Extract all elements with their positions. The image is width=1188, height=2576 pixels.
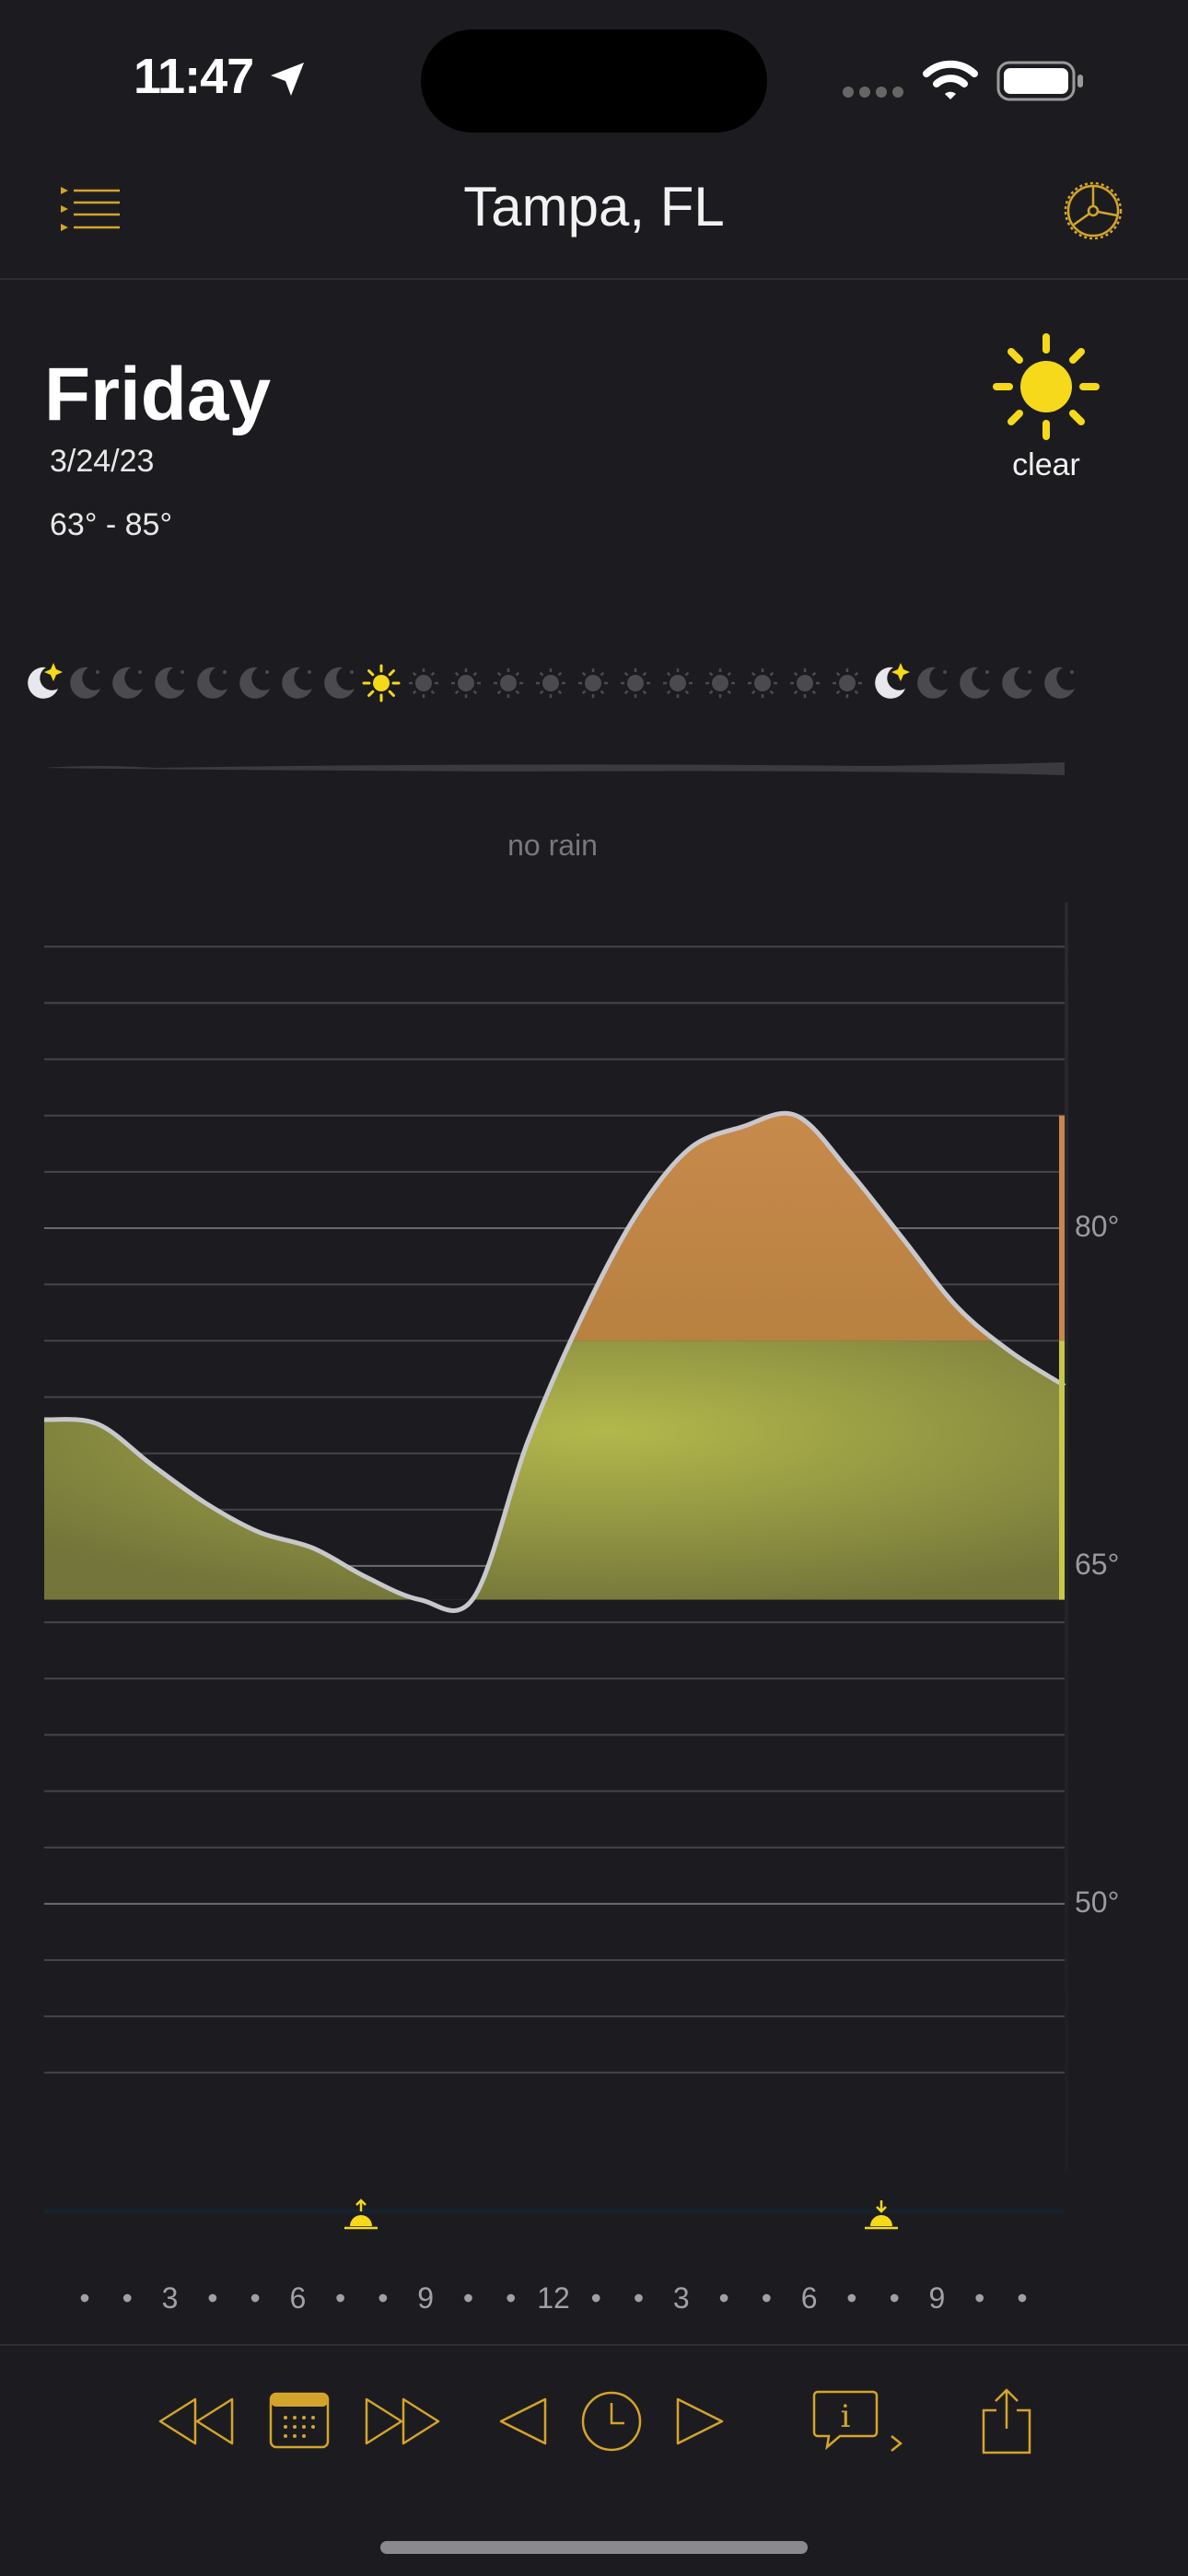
y-tick-label: 65° (1075, 1547, 1120, 1581)
x-tick-label: • (633, 2281, 645, 2315)
x-tick-label: • (718, 2281, 729, 2315)
prev-hour-icon[interactable] (497, 2396, 549, 2447)
sun-icon (362, 664, 401, 702)
sunset-icon (865, 2200, 898, 2230)
bottom-toolbar (0, 2344, 1188, 2576)
sunrise-icon (344, 2199, 378, 2230)
x-tick-label: • (846, 2281, 857, 2315)
location-arrow-icon (271, 63, 304, 96)
condition-label: clear (1012, 447, 1080, 482)
nav-header (0, 157, 1188, 280)
temperature-chart[interactable] (0, 0, 1188, 2302)
daylight-bar (44, 2209, 1065, 2213)
moon-icon (1044, 667, 1075, 699)
temperature-area (44, 1113, 1065, 1600)
moon-icon (155, 667, 185, 699)
temperature-line (43, 1110, 1066, 1613)
moon-icon (917, 667, 948, 699)
moon-icon (324, 667, 355, 699)
x-tick-label: 6 (800, 2281, 818, 2315)
rewind-icon[interactable] (157, 2396, 236, 2447)
y-tick-label: 80° (1075, 1210, 1120, 1243)
list-menu-icon[interactable] (61, 186, 122, 232)
range-bar-mild (1059, 1340, 1065, 1600)
day-date: 3/24/23 (50, 444, 155, 479)
chart-rail (1065, 902, 1068, 2173)
x-tick-label: • (761, 2281, 772, 2315)
sun-dim-icon (748, 668, 777, 698)
moon-icon (960, 667, 990, 699)
moon-icon (282, 667, 312, 699)
x-tick-label: • (974, 2281, 985, 2315)
sun-dim-icon (451, 668, 481, 698)
x-tick-label: • (1017, 2281, 1028, 2315)
sun-dim-icon (621, 668, 650, 698)
next-hour-icon[interactable] (674, 2396, 726, 2447)
moon-stars-icon (28, 663, 63, 699)
x-tick-label: 3 (672, 2281, 690, 2315)
city-title[interactable]: Tampa, FL (463, 176, 725, 238)
x-tick-label: • (207, 2281, 218, 2315)
x-tick-label: • (889, 2281, 900, 2315)
x-tick-label: 9 (417, 2281, 435, 2315)
day-name: Friday (44, 353, 272, 436)
home-indicator (380, 2541, 808, 2554)
sun-dim-icon (494, 668, 523, 698)
hourly-icons-row (28, 663, 1075, 702)
warm-fill (44, 1113, 1065, 1341)
x-tick-label: 3 (161, 2281, 179, 2315)
x-tick-label: 9 (928, 2281, 946, 2315)
range-bar-warm (1059, 1115, 1065, 1341)
sun-dim-icon (536, 668, 565, 698)
moon-icon (197, 667, 227, 699)
x-tick-label: 12 (537, 2281, 570, 2315)
sun-dim-icon (409, 668, 438, 698)
svg-text:i: i (841, 2398, 851, 2435)
x-tick-label: • (506, 2281, 517, 2315)
x-tick-label: • (378, 2281, 389, 2315)
precip-band (44, 762, 1065, 775)
share-icon[interactable] (980, 2386, 1033, 2456)
battery-icon (996, 61, 1083, 101)
clock-icon[interactable] (580, 2390, 643, 2453)
moon-icon (112, 667, 143, 699)
sun-dim-icon (790, 668, 820, 698)
sun-dim-icon (833, 668, 862, 698)
calendar-icon[interactable] (269, 2392, 330, 2449)
x-tick-label: 6 (289, 2281, 307, 2315)
moon-stars-icon (875, 663, 910, 699)
y-tick-label: 50° (1075, 1885, 1120, 1919)
dynamic-island (421, 29, 767, 133)
settings-dial-icon[interactable] (1059, 177, 1127, 245)
moon-icon (239, 667, 270, 699)
wifi-icon (923, 60, 978, 99)
moon-icon (70, 667, 100, 699)
sun-dim-icon (578, 668, 608, 698)
x-tick-label: • (122, 2281, 133, 2315)
temp-range: 63° - 85° (50, 507, 173, 542)
sun-icon (993, 333, 1100, 440)
precip-label: no rain (507, 829, 598, 862)
fast-forward-icon[interactable] (363, 2396, 442, 2447)
sun-dim-icon (663, 668, 693, 698)
sun-dim-icon (705, 668, 735, 698)
x-tick-label: • (590, 2281, 601, 2315)
info-bubble-icon[interactable]: i (812, 2390, 908, 2456)
signal-icon (843, 87, 903, 98)
x-tick-label: • (335, 2281, 346, 2315)
moon-icon (1002, 667, 1032, 699)
status-time: 11:47 (134, 49, 254, 104)
x-tick-label: • (250, 2281, 261, 2315)
x-tick-label: • (462, 2281, 474, 2315)
x-tick-label: • (79, 2281, 90, 2315)
